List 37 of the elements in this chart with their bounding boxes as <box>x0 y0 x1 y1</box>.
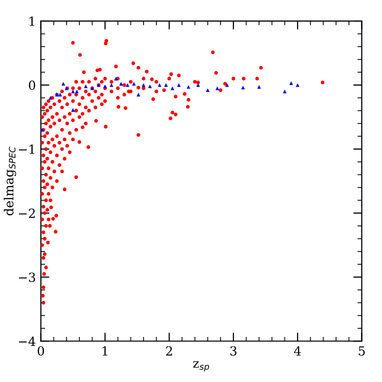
y-tick-label: 0 <box>28 80 36 90</box>
point <box>84 84 88 88</box>
y-axis-title: delmag$_{SPEC}$ <box>4 146 16 216</box>
point <box>126 83 130 87</box>
point <box>74 90 79 94</box>
y-tick-label: −4 <box>18 336 36 346</box>
point <box>186 85 190 89</box>
x-tick-label: 3 <box>230 346 236 356</box>
point <box>71 108 75 112</box>
y-tick-label: 1 <box>30 16 34 26</box>
point <box>164 83 168 87</box>
point <box>158 83 162 87</box>
point <box>282 90 287 94</box>
y-tick-label: −1 <box>18 144 34 154</box>
point <box>71 90 75 94</box>
point <box>196 83 200 87</box>
point <box>257 85 261 89</box>
y-tick-label: −2 <box>18 208 35 218</box>
point <box>296 83 300 87</box>
point <box>119 82 123 86</box>
x-tick-label: 1 <box>102 346 108 356</box>
point <box>177 83 181 87</box>
x-tick-label: 5 <box>358 346 365 356</box>
point <box>62 82 66 86</box>
point <box>136 92 140 96</box>
x-tick-label: 0 <box>38 346 44 356</box>
point <box>289 81 293 85</box>
x-axis-title: z$_{sp}$ <box>193 361 210 372</box>
point <box>216 86 220 90</box>
point <box>206 88 210 92</box>
point <box>110 83 114 87</box>
x-tick-label: 4 <box>294 346 301 356</box>
y-tick-label: −3 <box>18 272 36 282</box>
point <box>142 83 146 87</box>
x-tick-label: 2 <box>166 346 172 356</box>
point <box>241 86 245 90</box>
point <box>58 92 62 96</box>
